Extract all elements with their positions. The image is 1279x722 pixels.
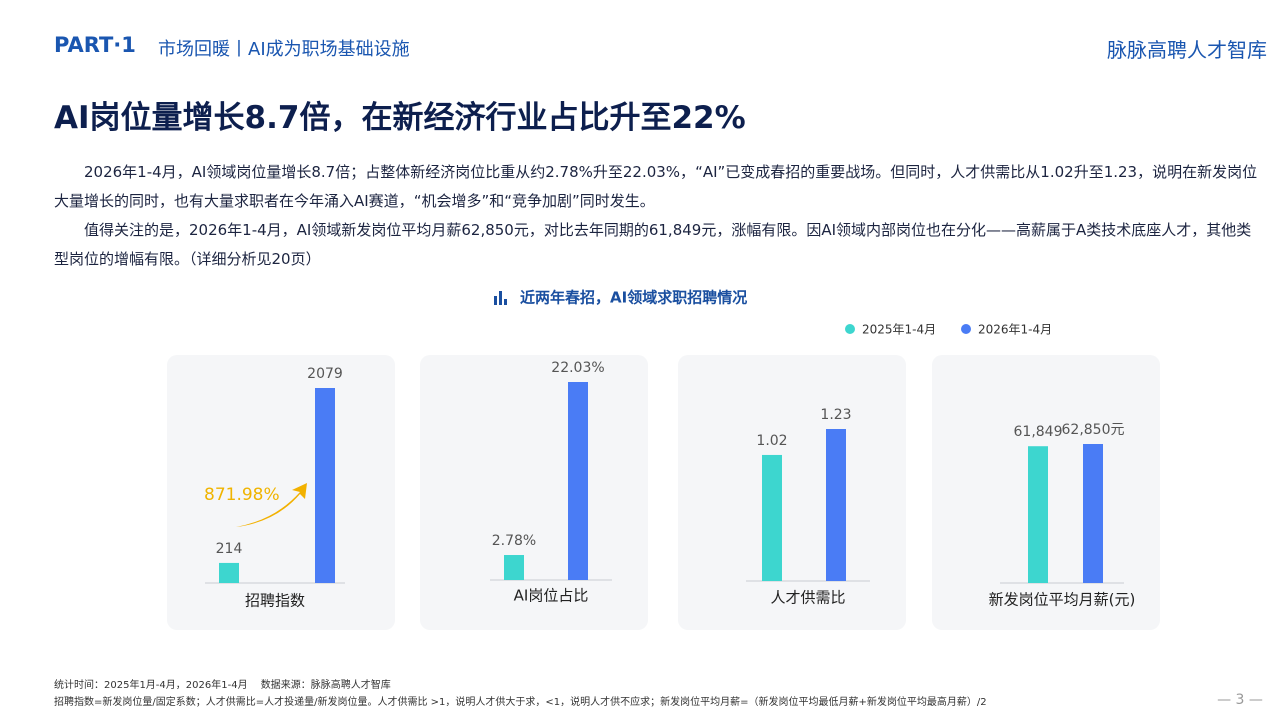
brand: 脉脉高聘人才智库 [1107,38,1267,62]
panel [167,355,395,630]
bar [762,454,782,581]
value-label: 1.23 [820,407,851,423]
bar [504,555,524,580]
bar [826,429,846,581]
category-label: AI岗位占比 [514,587,589,605]
value-label: 22.03% [551,360,604,376]
value-label: 62,850元 [1062,422,1125,438]
page-number: — 3 — [1217,692,1263,708]
paragraph: 2026年1-4月，AI领域岗位量增长8.7倍；占整体新经济岗位比重从约2.78… [54,163,1258,210]
legend-swatch [961,324,971,334]
value-label: 61,849 [1014,424,1063,440]
category-label: 人才供需比 [770,589,845,607]
page-title: AI岗位量增长8.7倍，在新经济行业占比升至22% [54,100,746,136]
footnote: 招聘指数=新发岗位量/固定系数；人才供需比=人才投递量/新发岗位量。人才供需比 … [54,697,987,708]
category-label: 招聘指数 [245,592,305,610]
value-label: 214 [216,541,243,557]
bar [1083,444,1103,583]
chart-icon [494,291,507,305]
paragraph: 值得关注的是，2026年1-4月，AI领域新发岗位平均月薪62,850元，对比去… [54,221,1252,268]
bar [219,562,239,583]
annotation: 871.98% [204,485,280,505]
bar [1028,446,1048,583]
panel [678,355,906,630]
legend-label: 2026年1-4月 [978,323,1052,337]
chart-group-title: 近两年春招，AI领域求职招聘情况 [520,289,747,307]
value-label: 2.78% [492,533,536,549]
panel [420,355,648,630]
bar [568,382,588,580]
footnote: 统计时间：2025年1月-4月，2026年1-4月 数据来源：脉脉高聘人才智库 [54,680,391,691]
growth-arrow [236,483,307,527]
value-label: 1.02 [756,433,787,449]
part-label: PART·1 [54,33,136,57]
value-label: 2079 [307,366,343,382]
category-label: 新发岗位平均月薪(元) [989,591,1136,609]
bar [315,388,335,583]
legend-label: 2025年1-4月 [862,323,936,337]
legend-swatch [845,324,855,334]
section-label: 市场回暖丨AI成为职场基础设施 [158,39,410,60]
